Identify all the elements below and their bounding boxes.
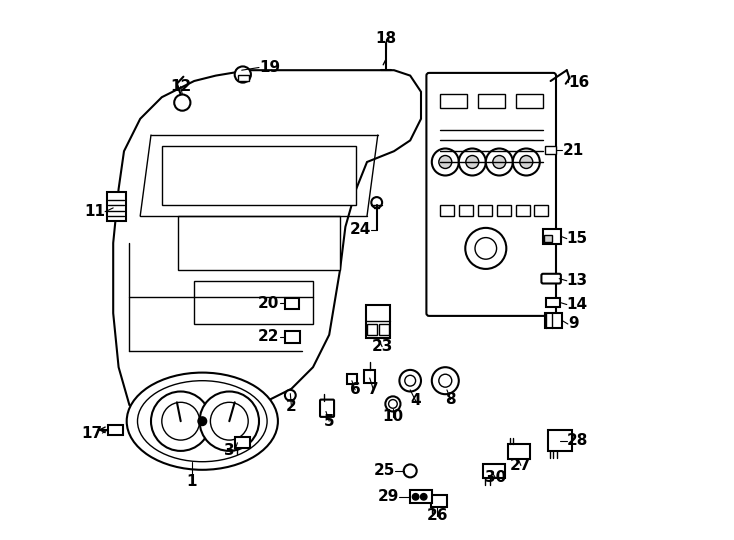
Bar bbox=[195, 281, 313, 324]
Text: 30: 30 bbox=[485, 470, 506, 485]
Bar bbox=[347, 374, 357, 384]
Polygon shape bbox=[113, 70, 421, 421]
Circle shape bbox=[493, 156, 506, 168]
Text: 4: 4 bbox=[410, 393, 421, 408]
Text: 6: 6 bbox=[349, 382, 360, 397]
Bar bbox=[515, 205, 529, 216]
Bar bbox=[545, 146, 556, 154]
Text: 26: 26 bbox=[426, 508, 448, 523]
Bar bbox=[367, 324, 377, 335]
Bar bbox=[497, 205, 511, 216]
Bar bbox=[106, 192, 126, 221]
Bar bbox=[478, 205, 492, 216]
Text: 29: 29 bbox=[378, 489, 399, 504]
Text: 7: 7 bbox=[368, 382, 379, 397]
Bar bbox=[239, 75, 250, 81]
Circle shape bbox=[200, 392, 259, 451]
Circle shape bbox=[235, 66, 251, 83]
Bar bbox=[410, 490, 432, 503]
Text: 27: 27 bbox=[510, 458, 531, 473]
Bar bbox=[161, 146, 356, 205]
Bar bbox=[108, 425, 123, 435]
FancyBboxPatch shape bbox=[542, 274, 561, 284]
Text: 15: 15 bbox=[567, 231, 588, 246]
Text: 14: 14 bbox=[567, 297, 588, 312]
Text: 8: 8 bbox=[446, 392, 456, 407]
Circle shape bbox=[385, 396, 401, 411]
Text: 9: 9 bbox=[568, 316, 578, 332]
Circle shape bbox=[399, 370, 421, 392]
Text: 16: 16 bbox=[568, 75, 589, 90]
Bar bbox=[509, 444, 530, 459]
Circle shape bbox=[432, 367, 459, 394]
Circle shape bbox=[151, 392, 211, 451]
Bar bbox=[285, 298, 299, 309]
Text: 5: 5 bbox=[324, 414, 335, 429]
Circle shape bbox=[388, 400, 397, 408]
Bar bbox=[366, 305, 390, 338]
Circle shape bbox=[432, 148, 459, 176]
Circle shape bbox=[285, 390, 296, 401]
Circle shape bbox=[211, 402, 248, 440]
Text: 24: 24 bbox=[350, 222, 371, 237]
Bar bbox=[545, 313, 562, 328]
Circle shape bbox=[520, 156, 533, 168]
Circle shape bbox=[439, 374, 452, 387]
Bar bbox=[548, 430, 573, 451]
Bar bbox=[515, 94, 542, 108]
Text: 28: 28 bbox=[567, 433, 588, 448]
Text: 3: 3 bbox=[224, 443, 235, 458]
Bar bbox=[440, 94, 467, 108]
Text: 10: 10 bbox=[382, 409, 404, 424]
Text: 1: 1 bbox=[186, 474, 197, 489]
Bar bbox=[478, 94, 505, 108]
Circle shape bbox=[439, 156, 452, 168]
Bar bbox=[431, 495, 447, 507]
Bar bbox=[546, 298, 560, 307]
Circle shape bbox=[513, 148, 539, 176]
Bar bbox=[534, 205, 548, 216]
Bar bbox=[379, 324, 388, 335]
Circle shape bbox=[371, 197, 382, 208]
Text: 17: 17 bbox=[81, 426, 103, 441]
Text: 19: 19 bbox=[259, 60, 280, 75]
FancyBboxPatch shape bbox=[320, 400, 334, 417]
Bar bbox=[440, 205, 454, 216]
Circle shape bbox=[198, 417, 206, 426]
Circle shape bbox=[486, 148, 513, 176]
Bar bbox=[364, 370, 375, 383]
Bar bbox=[483, 464, 505, 478]
Text: 13: 13 bbox=[567, 273, 588, 288]
Bar bbox=[542, 229, 562, 244]
Circle shape bbox=[174, 94, 190, 111]
Text: 11: 11 bbox=[84, 204, 105, 219]
Circle shape bbox=[404, 375, 415, 386]
Text: 20: 20 bbox=[258, 296, 280, 311]
Text: 22: 22 bbox=[258, 329, 280, 345]
Bar bbox=[544, 235, 552, 242]
Text: 12: 12 bbox=[170, 79, 192, 94]
Bar bbox=[459, 205, 473, 216]
FancyBboxPatch shape bbox=[426, 73, 556, 316]
Circle shape bbox=[413, 494, 419, 500]
Circle shape bbox=[161, 402, 200, 440]
Circle shape bbox=[466, 156, 479, 168]
Bar bbox=[235, 437, 250, 448]
Ellipse shape bbox=[127, 373, 278, 470]
Circle shape bbox=[421, 494, 427, 500]
Circle shape bbox=[465, 228, 506, 269]
Ellipse shape bbox=[137, 381, 267, 462]
Bar bbox=[285, 331, 300, 343]
Text: 2: 2 bbox=[286, 399, 297, 414]
Text: 25: 25 bbox=[374, 463, 395, 478]
Text: 18: 18 bbox=[375, 31, 396, 46]
Circle shape bbox=[459, 148, 486, 176]
Bar bbox=[178, 216, 340, 270]
Text: 21: 21 bbox=[562, 143, 584, 158]
Circle shape bbox=[475, 238, 497, 259]
Text: 23: 23 bbox=[371, 339, 393, 354]
Circle shape bbox=[404, 464, 417, 477]
